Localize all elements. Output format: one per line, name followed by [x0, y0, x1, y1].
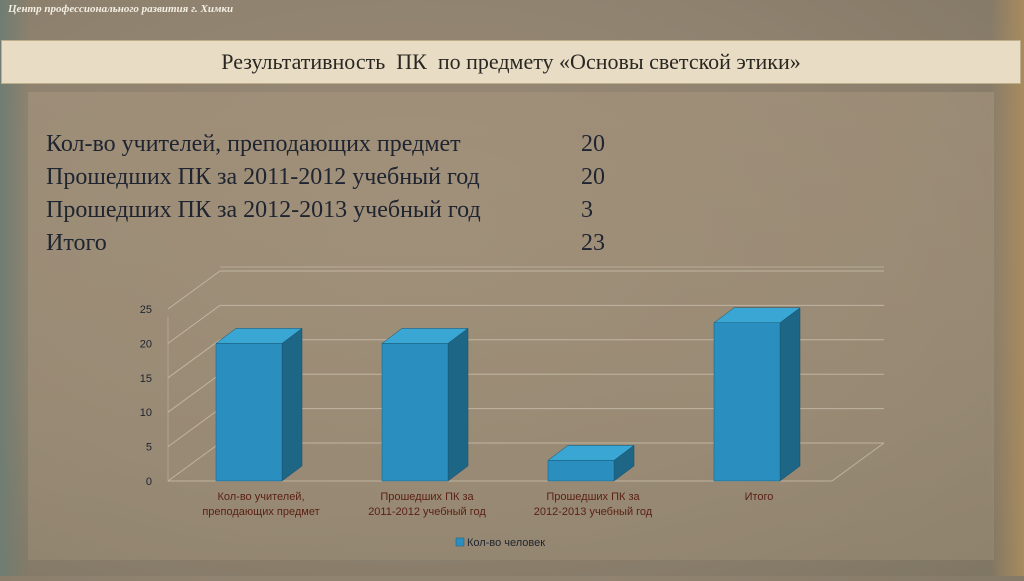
x-category-label: преподающих предмет — [202, 506, 319, 518]
y-tick-label: 10 — [140, 407, 152, 419]
floor-right-edge — [831, 442, 885, 482]
stat-label: Прошедших ПК за 2011-2012 учебный год — [46, 164, 480, 190]
x-category-label: Прошедших ПК за — [546, 491, 640, 503]
bar — [713, 322, 781, 482]
stat-value: 20 — [581, 131, 605, 157]
organization-label: Центр профессионального развития г. Химк… — [8, 3, 234, 15]
y-tick-label: 5 — [146, 442, 152, 454]
bar — [381, 343, 449, 482]
y-tick-label: 0 — [146, 476, 152, 488]
background-edge-right — [990, 0, 1024, 576]
x-category-label: 2011-2012 учебный год — [368, 506, 486, 518]
slide-title: Результативность ПК по предмету «Основы … — [221, 49, 801, 74]
stat-label: Кол-во учителей, преподающих предмет — [46, 131, 461, 157]
bar-side — [447, 327, 469, 482]
y-tick-label: 20 — [140, 338, 152, 350]
gridline — [167, 304, 884, 344]
title-bar: Результативность ПК по предмету «Основы … — [1, 40, 1021, 84]
background-edge-left — [0, 0, 30, 576]
stat-value: 3 — [581, 197, 593, 223]
gridline — [167, 270, 884, 310]
bar-side — [779, 307, 801, 482]
x-category-label: Кол-во учителей, — [217, 491, 304, 503]
y-tick-label: 15 — [140, 373, 152, 385]
content-panel — [28, 92, 994, 560]
x-category-label: Прошедших ПК за — [380, 491, 474, 503]
stat-label: Прошедших ПК за 2012-2013 учебный год — [46, 197, 481, 223]
bar — [547, 460, 615, 482]
x-category-label: 2012-2013 учебный год — [534, 506, 653, 518]
legend-swatch — [455, 537, 465, 547]
gridline — [167, 339, 884, 379]
stat-label: Итого — [46, 230, 107, 256]
x-category-label: Итого — [745, 491, 774, 503]
bar-side — [281, 327, 303, 482]
legend-label: Кол-во человек — [467, 537, 545, 549]
bar — [215, 343, 283, 482]
y-tick-label: 25 — [140, 304, 152, 316]
stat-value: 20 — [581, 164, 605, 190]
stat-value: 23 — [581, 230, 605, 256]
